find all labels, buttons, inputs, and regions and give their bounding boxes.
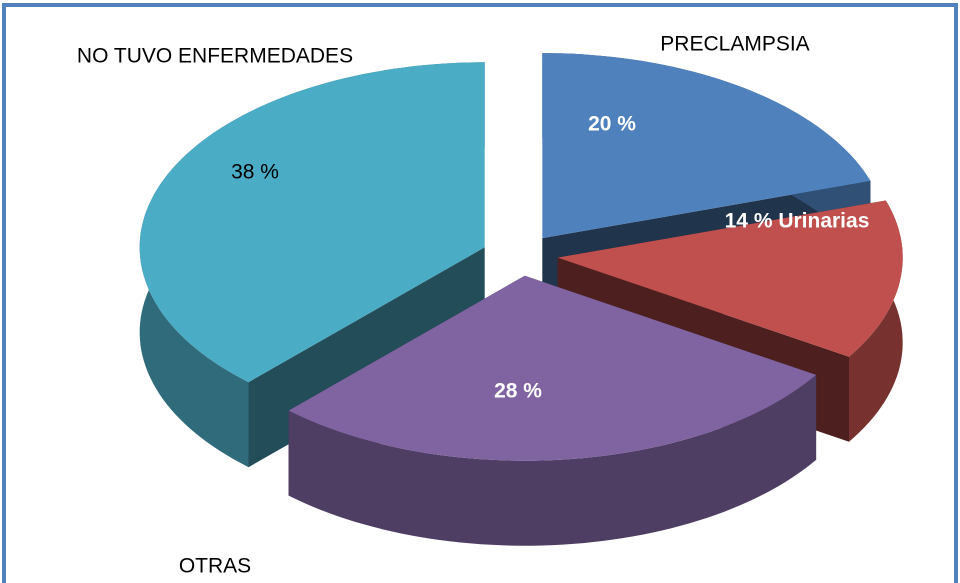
frame: [2, 3, 958, 583]
slice: [557, 200, 903, 357]
slice: [139, 62, 485, 383]
category-label: NO TUVO ENFERMEDADES: [77, 45, 353, 68]
data-label: 14 % Urinarias: [725, 210, 870, 233]
data-label: 38 %: [231, 161, 279, 184]
data-label: 20 %: [588, 113, 636, 136]
category-label: PRECLAMPSIA: [660, 33, 809, 56]
slice: [542, 53, 871, 239]
category-label: OTRAS: [179, 555, 251, 578]
slice-wall: [288, 374, 817, 546]
slice: [288, 275, 817, 546]
data-label: 28 %: [494, 380, 542, 403]
slice: [288, 275, 817, 461]
